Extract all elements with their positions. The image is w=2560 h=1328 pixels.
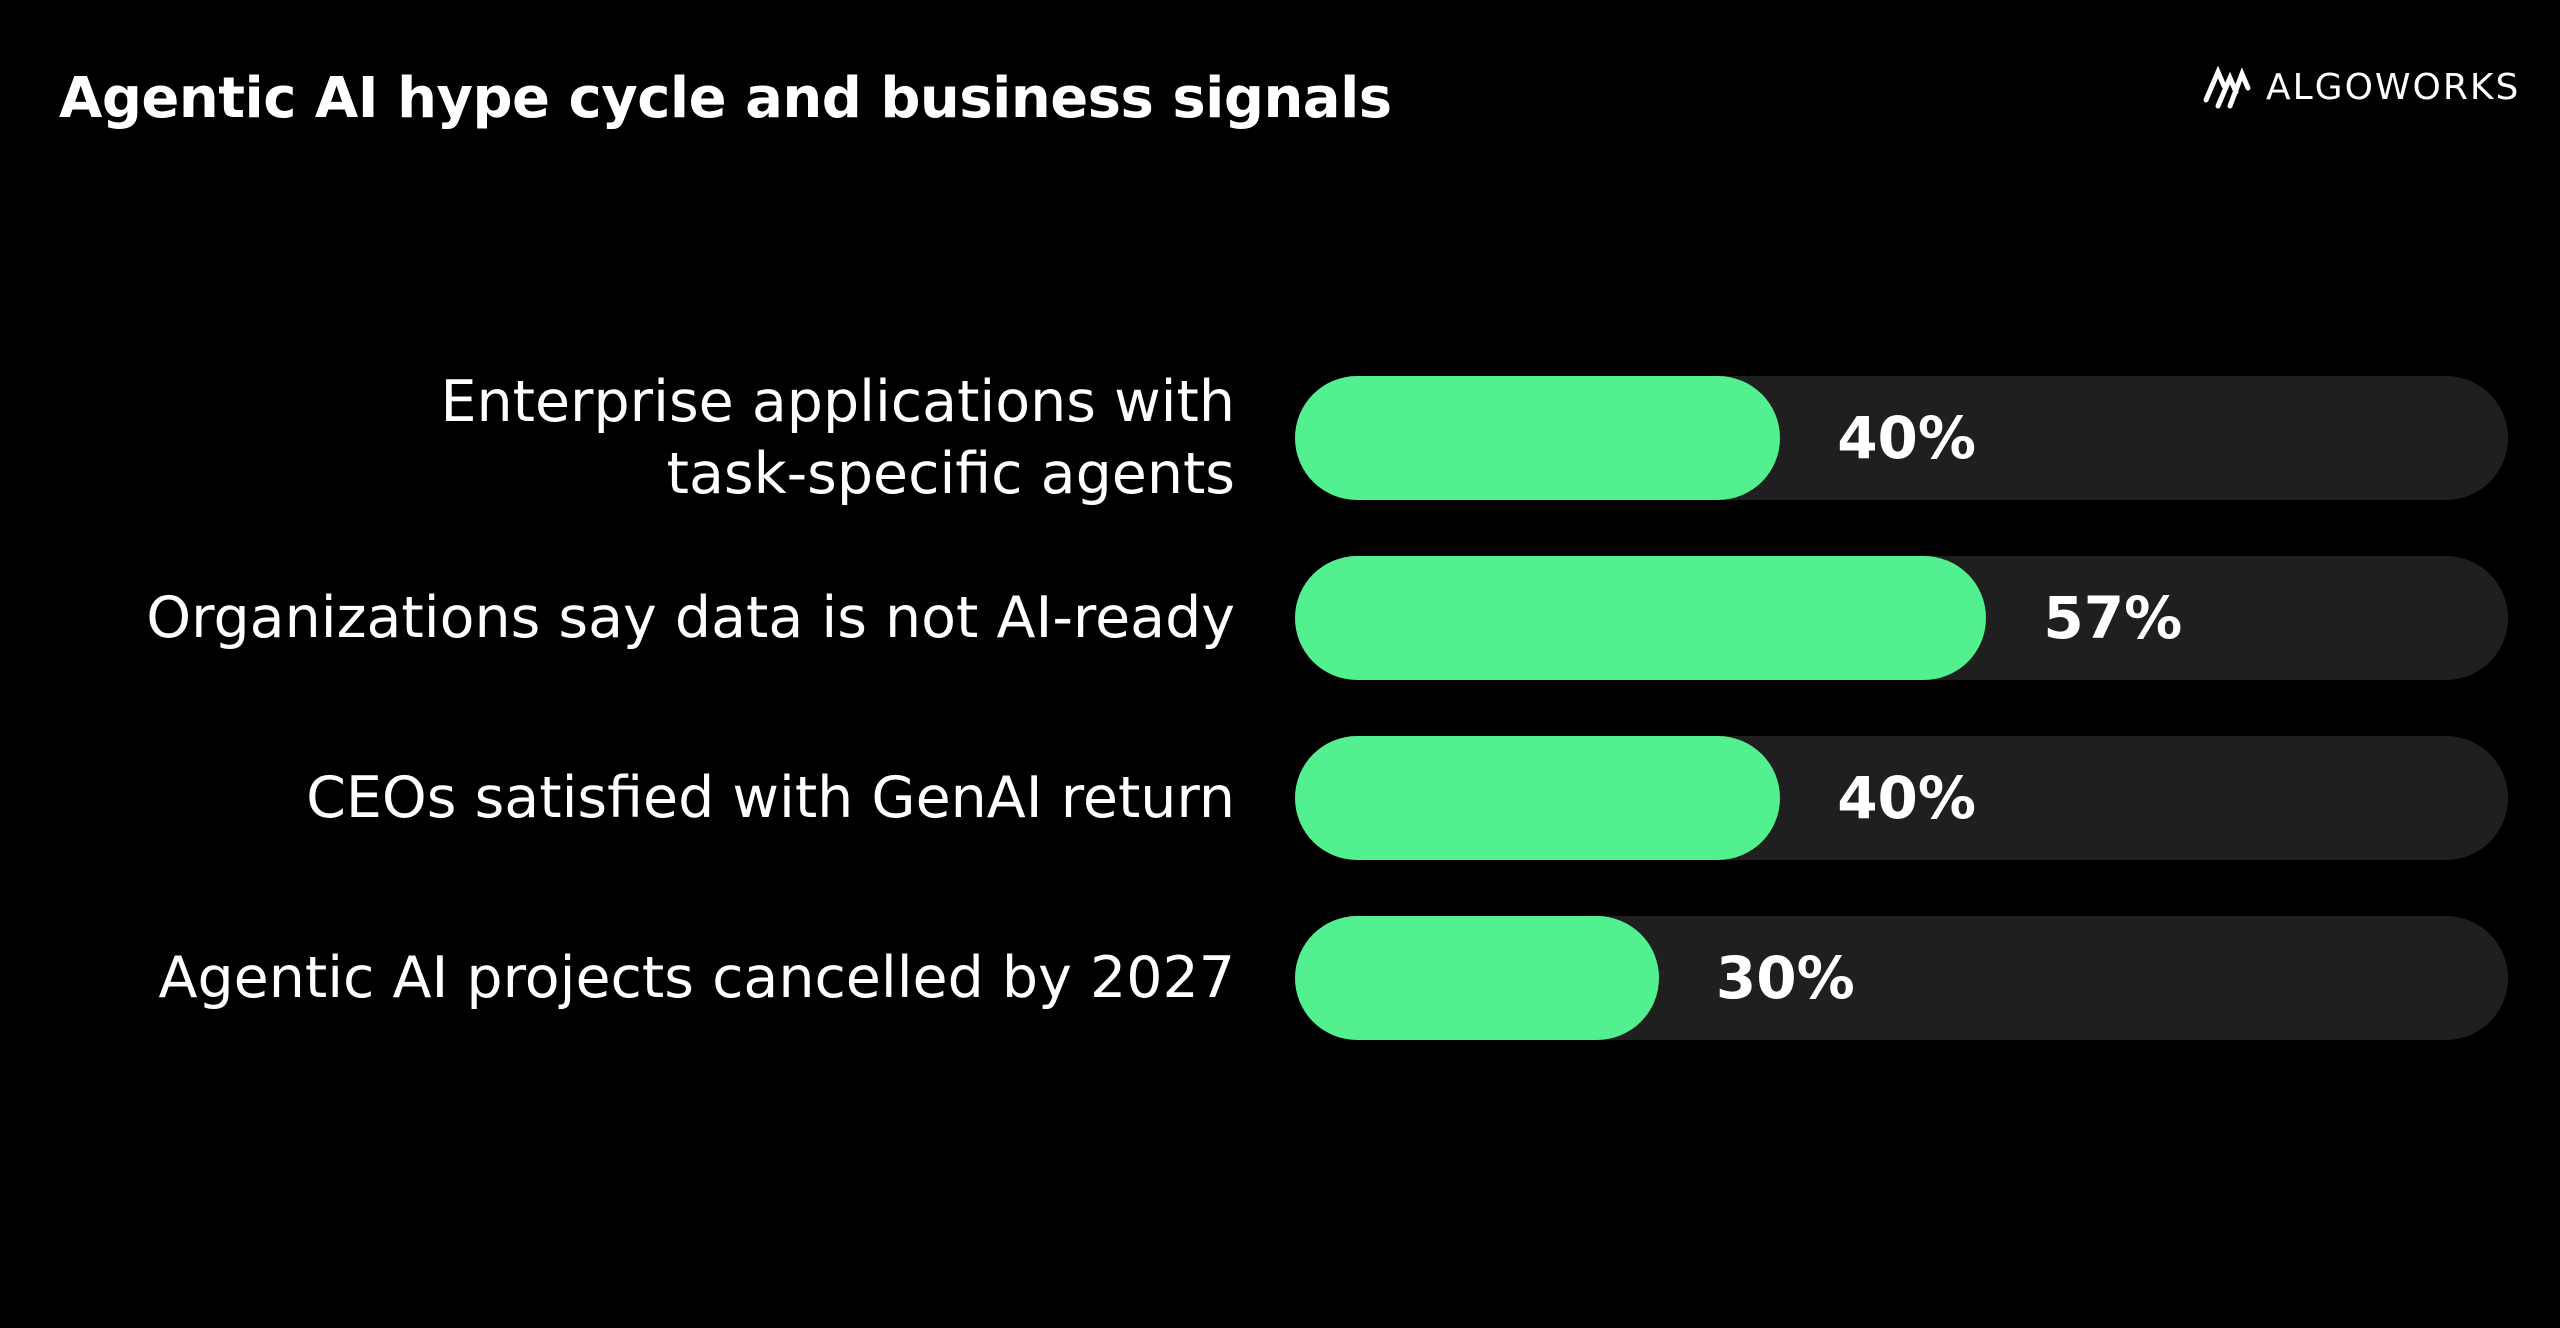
category-label: Agentic AI projects cancelled by 2027 — [158, 945, 1235, 1011]
category-label: Enterprise applications with task-specif… — [440, 369, 1236, 507]
category-label: Organizations say data is not AI-ready — [146, 585, 1235, 651]
category-label: CEOs satisfied with GenAI return — [306, 765, 1235, 831]
brand-logo: ALGOWORKS — [2200, 60, 2520, 114]
chart-title: Agentic AI hype cycle and business signa… — [59, 66, 1392, 131]
brand-icon — [2203, 65, 2251, 109]
brand-name: ALGOWORKS — [2266, 66, 2521, 108]
bar — [1295, 916, 1659, 1040]
bar — [1295, 556, 1987, 680]
value-label: 57% — [2043, 584, 2183, 652]
value-label: 40% — [1837, 764, 1977, 832]
value-label: 30% — [1715, 944, 1855, 1012]
bar — [1295, 736, 1781, 860]
value-label: 40% — [1837, 404, 1977, 472]
bar — [1295, 376, 1781, 500]
